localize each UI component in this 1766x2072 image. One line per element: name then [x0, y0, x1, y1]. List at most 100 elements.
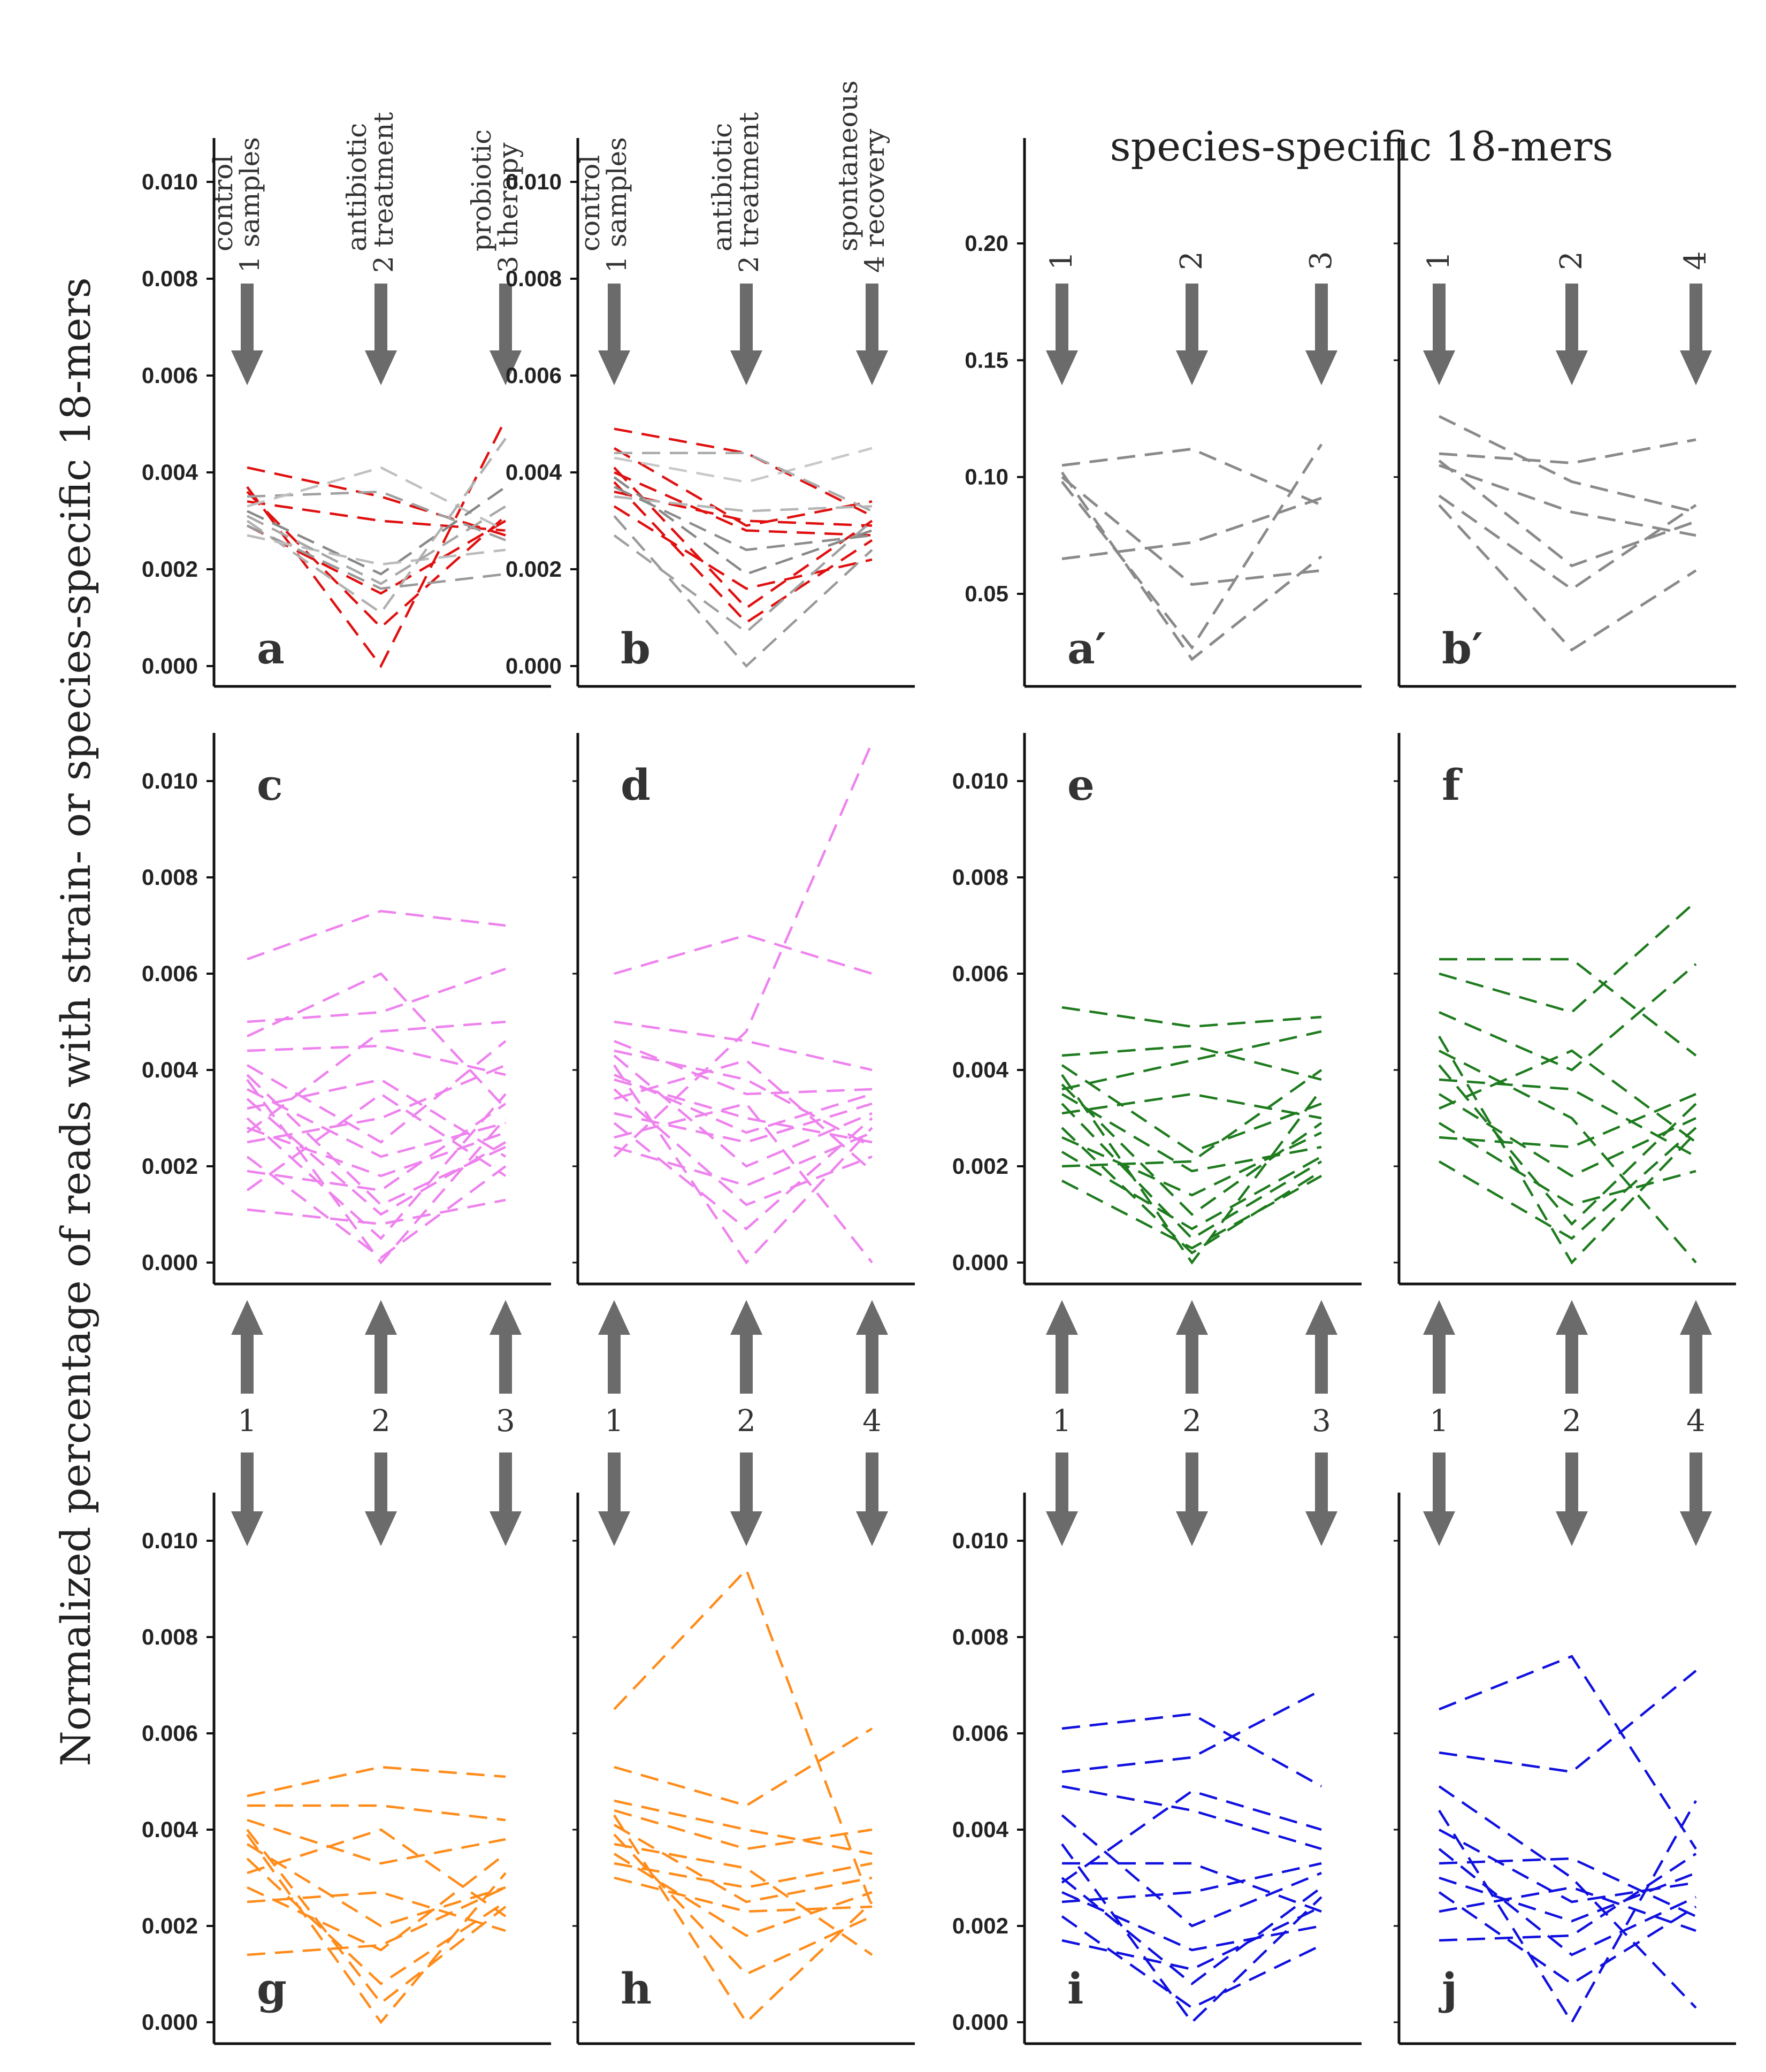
down-arrow-icon — [1556, 284, 1588, 385]
stage-number: 2 — [737, 1404, 756, 1439]
series-line-s10 — [1439, 1886, 1696, 1932]
series-line-r7 — [614, 471, 873, 537]
series-line-s2 — [1061, 1689, 1322, 1773]
series-line-s6 — [246, 1079, 507, 1265]
down-arrow-icon — [1680, 284, 1712, 385]
series-line-s11 — [1061, 1905, 1322, 1971]
series-line-g5 — [614, 495, 873, 513]
down-arrow-icon — [598, 284, 630, 385]
stage-number: 4 — [862, 1404, 882, 1439]
series-line-s4 — [613, 1814, 873, 2024]
y-tick-label: 0.004 — [506, 460, 562, 485]
panel-a′: 0.05 0.10 0.15 0.20 a′ — [965, 138, 1362, 688]
series-line-s11 — [1061, 1151, 1322, 1230]
phase-label-line: spontaneous — [832, 80, 863, 251]
stage-number: 2 — [1174, 251, 1209, 270]
down-arrow-icon — [1046, 284, 1078, 385]
series-line-s7 — [614, 1842, 873, 1956]
panel-j: j — [1394, 1493, 1736, 2045]
panel-f: f — [1394, 733, 1736, 1286]
series-line-g6 — [613, 519, 873, 634]
y-tick-label: 0.002 — [142, 556, 198, 582]
panel-letter: a — [257, 623, 285, 674]
y-tick-label: 0.002 — [952, 1913, 1008, 1938]
series-line-r4 — [613, 481, 873, 624]
series-line-g3 — [247, 486, 507, 576]
y-tick-label: 0.000 — [142, 1250, 198, 1275]
y-tick-label: 0.006 — [952, 1721, 1008, 1746]
series-line-s1 — [613, 1567, 874, 1907]
series-line-s12 — [1438, 1127, 1697, 1240]
series-line-s6 — [1438, 504, 1697, 652]
y-tick-label: 0.006 — [506, 363, 562, 388]
series-line-s8 — [1061, 1891, 1322, 1952]
series-line-s2 — [1439, 1670, 1697, 1773]
series-line-g1 — [247, 490, 506, 541]
series-line-s1 — [1061, 1006, 1322, 1028]
series-line-s8 — [246, 1098, 507, 1216]
y-tick-label: 0.010 — [142, 768, 198, 793]
up-arrow-icon — [856, 1300, 888, 1394]
phase-label-line: 3 therapy — [493, 142, 524, 273]
y-tick-label: 0.008 — [952, 1624, 1008, 1649]
panel-letter: g — [257, 1963, 287, 2014]
series-line-g1 — [614, 447, 873, 484]
series-line-s7 — [1061, 1103, 1322, 1240]
series-line-s1 — [1061, 447, 1322, 507]
phase-label-line: 2 treatment — [368, 112, 399, 273]
panel-letter: j — [1439, 1963, 1457, 2014]
arrow-layer: 1 2 3 1 2 4 1 2 3 1 2 4 1 2 3 1 2 4 — [231, 251, 1713, 1546]
down-arrow-icon — [856, 284, 888, 385]
series-line-s13 — [1061, 1175, 1322, 1250]
series-line-s1 — [247, 1765, 506, 1798]
y-tick-label: 0.10 — [965, 464, 1008, 490]
series-line-s14 — [1061, 1030, 1322, 1091]
y-tick-label: 0.006 — [142, 961, 198, 986]
series-line-s6 — [613, 1064, 873, 1265]
series-line-s9 — [614, 1862, 873, 1889]
series-line-s6 — [613, 1833, 873, 1976]
series-line-s10 — [1061, 1131, 1322, 1197]
series-line-s2 — [1061, 1044, 1322, 1081]
y-tick-label: 0.006 — [142, 363, 198, 388]
y-tick-label: 0.010 — [506, 169, 562, 194]
series-line-s7 — [247, 1828, 507, 1917]
down-arrow-icon — [1680, 1452, 1712, 1546]
series-line-s14 — [614, 1049, 873, 1148]
series-line-s6 — [246, 1857, 507, 1985]
phase-label-line: 2 treatment — [733, 112, 764, 273]
y-tick-label: 0.000 — [952, 2009, 1008, 2035]
up-arrow-icon — [730, 1300, 762, 1394]
series-line-s1 — [1439, 958, 1697, 1057]
series-line-s1 — [1061, 1712, 1322, 1787]
series-line-g3 — [613, 476, 873, 576]
y-tick-label: 0.008 — [142, 1624, 198, 1649]
series-line-r3 — [246, 491, 507, 629]
series-line-s3 — [1061, 1064, 1322, 1153]
series-line-s7 — [1439, 1857, 1696, 1918]
series-line-s18 — [246, 1074, 506, 1206]
series-line-r1 — [247, 466, 506, 537]
phase-label-line: antibiotic — [707, 123, 738, 251]
panel-g: 0.000 0.002 0.004 0.006 0.008 0.010 g — [142, 1493, 551, 2045]
y-tick-label: 0.008 — [142, 266, 198, 291]
y-tick-label: 0.004 — [952, 1817, 1009, 1842]
down-arrow-icon — [490, 1452, 522, 1546]
up-arrow-icon — [1680, 1300, 1712, 1394]
series-line-s5 — [1438, 494, 1697, 591]
up-arrow-icon — [1305, 1300, 1337, 1394]
series-line-s9 — [1438, 1891, 1697, 1985]
series-line-s10 — [1438, 1122, 1696, 1206]
stage-number: 2 — [1562, 1404, 1581, 1439]
series-line-s9 — [1061, 1862, 1322, 1903]
series-line-s10 — [1061, 1915, 1322, 2009]
up-arrow-icon — [490, 1300, 522, 1394]
series-line-s3 — [1061, 1785, 1322, 1851]
series-line-s2 — [1439, 438, 1696, 464]
series-line-s11 — [246, 1829, 507, 2005]
